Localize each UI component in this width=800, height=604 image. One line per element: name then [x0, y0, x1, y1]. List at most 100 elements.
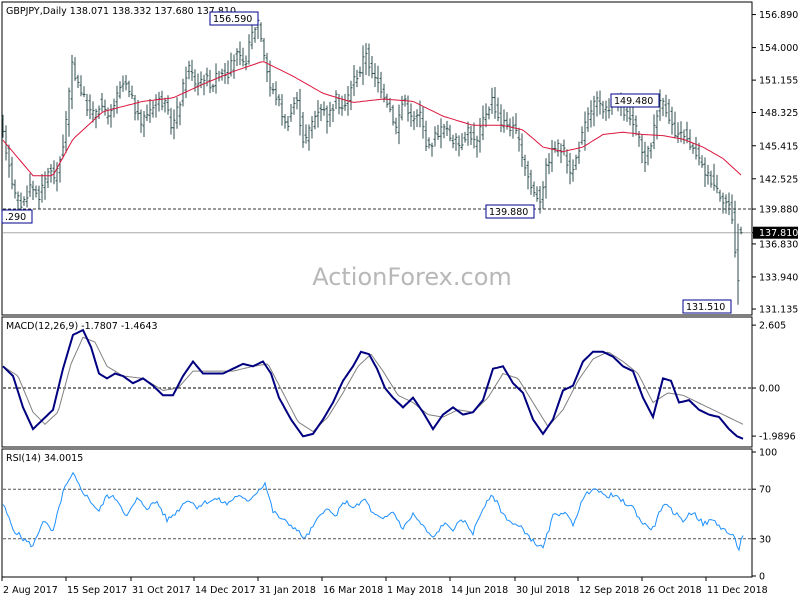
rsi-line — [2, 471, 744, 552]
ohlc-bar — [490, 87, 494, 114]
ohlc-bar — [349, 80, 353, 111]
price-annotation-label: 156.590 — [213, 14, 252, 25]
ohlc-bar — [397, 104, 401, 145]
x-axis-label: 2 Aug 2017 — [3, 585, 58, 596]
ohlc-bar — [322, 101, 326, 116]
price-axis-label: 136.830 — [759, 239, 798, 250]
ohlc-bar — [235, 48, 239, 67]
ohlc-bar — [649, 142, 653, 159]
ohlc-bar — [73, 57, 77, 81]
ohlc-bar — [7, 144, 11, 178]
ohlc-bar — [127, 80, 131, 98]
ohlc-bar — [190, 59, 194, 81]
ohlc-bar — [283, 114, 287, 129]
ohlc-bar — [670, 106, 674, 135]
ohlc-bar — [145, 104, 149, 122]
ohlc-bar — [541, 181, 545, 209]
ohlc-bar — [562, 139, 566, 156]
ohlc-bar — [352, 65, 356, 97]
x-axis-label: 26 Oct 2018 — [643, 585, 702, 596]
macd-line — [2, 328, 744, 440]
ohlc-bar — [454, 133, 458, 151]
ohlc-bar — [658, 89, 662, 121]
ohlc-bar — [532, 181, 536, 197]
ohlc-bar — [412, 111, 416, 131]
ohlc-bar — [547, 153, 551, 175]
ohlc-bar — [475, 135, 479, 158]
ohlc-bar — [586, 107, 590, 132]
ohlc-bar — [319, 104, 323, 122]
ohlc-bar — [64, 110, 68, 154]
ohlc-bar — [409, 103, 413, 127]
price-axis-label: 148.325 — [759, 108, 798, 119]
ohlc-bar — [631, 104, 635, 137]
ohlc-bar — [325, 105, 329, 134]
ohlc-bar — [595, 91, 599, 117]
ohlc-bar — [142, 111, 146, 138]
x-axis-label: 12 Sep 2018 — [579, 585, 639, 596]
ohlc-bar — [343, 93, 347, 111]
ohlc-bar — [433, 126, 437, 147]
ohlc-bar — [556, 139, 560, 157]
ohlc-bar — [220, 68, 224, 81]
ohlc-bar — [34, 185, 38, 198]
x-axis-label: 11 Dec 2018 — [707, 585, 768, 596]
ohlc-bar — [169, 107, 173, 135]
ohlc-bar — [514, 113, 518, 135]
ohlc-bar — [22, 196, 26, 206]
ohlc-bar — [565, 149, 569, 174]
ohlc-bar — [553, 141, 557, 153]
ohlc-bar — [79, 75, 83, 97]
ohlc-bar — [265, 52, 269, 83]
ohlc-bar — [139, 109, 143, 133]
price-annotation-box — [485, 204, 535, 219]
ohlc-bar — [568, 152, 572, 185]
ohlc-bar — [415, 109, 419, 128]
ohlc-bar — [367, 43, 371, 77]
macd-axis-label: -1.9896 — [759, 432, 796, 443]
x-axis-label: 31 Oct 2017 — [132, 585, 191, 596]
ohlc-bar — [424, 120, 428, 152]
ohlc-bar — [148, 98, 152, 123]
price-annotation-box — [1, 209, 33, 224]
ohlc-bar — [652, 114, 656, 150]
ohlc-bar — [451, 134, 455, 149]
watermark: ActionForex.com — [312, 263, 512, 291]
ohlc-bar — [379, 71, 383, 99]
ohlc-bar — [457, 135, 461, 157]
ohlc-bar — [295, 91, 299, 110]
ohlc-bar — [634, 115, 638, 136]
ohlc-bar — [571, 159, 575, 182]
price-legend: GBPJPY,Daily 138.071 138.332 137.680 137… — [6, 6, 236, 17]
ohlc-bar — [496, 97, 500, 122]
macd-panel: MACD(12,26,9) -1.7807 -1.4643 — [1, 316, 753, 448]
ohlc-bar — [736, 223, 740, 305]
ohlc-bar — [481, 105, 485, 141]
rsi-axis-label: 0 — [759, 572, 765, 583]
ohlc-bar — [103, 99, 107, 116]
ohlc-bar — [100, 92, 104, 112]
ohlc-bar — [394, 117, 398, 135]
price-annotation-label: 149.480 — [614, 96, 653, 107]
ohlc-bar — [85, 93, 89, 117]
macd-axis-label: 2.605 — [759, 321, 786, 332]
ohlc-bar — [82, 86, 86, 98]
ohlc-bar — [67, 87, 71, 137]
ohlc-bar — [16, 191, 20, 212]
ohlc-bar — [184, 66, 188, 99]
ohlc-bar — [700, 155, 704, 168]
price-annotation-box — [610, 93, 660, 108]
ohlc-bar — [604, 100, 608, 121]
price-panel-frame — [1, 1, 753, 316]
ohlc-bar — [259, 22, 263, 43]
ohlc-bar — [712, 163, 716, 191]
ohlc-bar — [181, 78, 185, 107]
ohlc-bar — [655, 109, 659, 140]
ohlc-bar — [298, 88, 302, 136]
price-axis-label: 139.880 — [759, 205, 798, 216]
ohlc-bar — [580, 126, 584, 145]
ohlc-bar — [628, 106, 632, 126]
ohlc-bar — [280, 94, 284, 126]
ohlc-bar — [718, 189, 722, 202]
rsi-axis-label: 70 — [759, 485, 771, 496]
